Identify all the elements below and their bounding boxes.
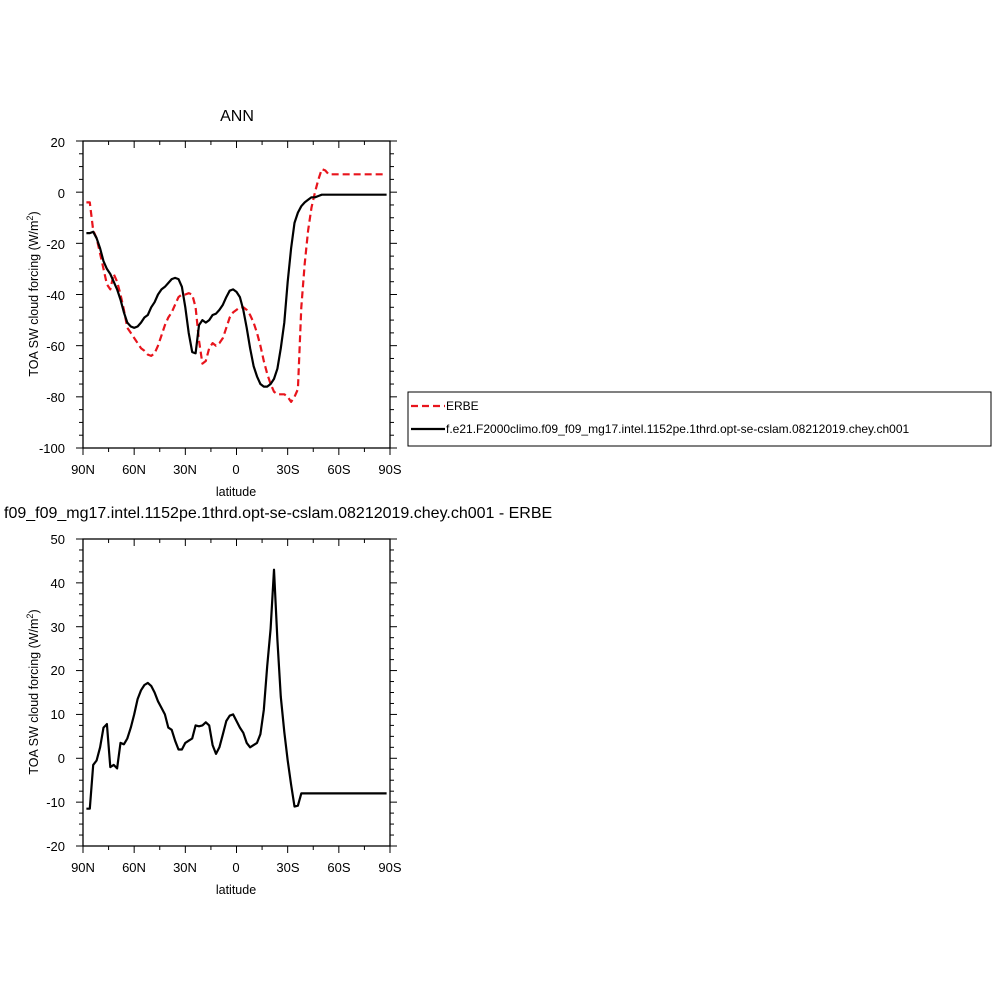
y-tick-label: -20 [46,237,65,252]
series-line-erbe [86,168,387,403]
x-tick-label: 90N [71,462,95,477]
x-tick-label: 30S [276,860,299,875]
series-line-model [86,193,387,388]
x-tick-label: 30N [173,462,197,477]
bottom-panel-y-tick-labels: -20 -10 0 10 20 30 40 50 [46,532,65,854]
x-tick-label: 0 [232,462,239,477]
bottom-panel-x-tick-labels: 90N 60N 30N 0 30S 60S 90S [71,860,402,875]
x-tick-label: 60S [327,462,350,477]
bottom-panel-title: f09_f09_mg17.intel.1152pe.1thrd.opt-se-c… [4,505,552,522]
x-tick-label: 60N [122,462,146,477]
y-tick-label: -40 [46,288,65,303]
y-tick-label: -20 [46,839,65,854]
x-tick-label: 30S [276,462,299,477]
bottom-panel-x-axis-label: latitude [216,883,256,897]
top-panel-y-tick-labels: -100 -80 -60 -40 -20 0 20 [39,135,65,456]
bottom-panel: f09_f09_mg17.intel.1152pe.1thrd.opt-se-c… [4,505,552,897]
x-tick-label: 90S [378,860,401,875]
x-tick-label: 30N [173,860,197,875]
y-tick-label: 10 [51,707,65,722]
x-tick-label: 90N [71,860,95,875]
y-tick-label: -80 [46,390,65,405]
y-tick-label: -100 [39,441,65,456]
top-panel-title: ANN [220,108,254,125]
top-panel-x-tick-labels: 90N 60N 30N 0 30S 60S 90S [71,462,402,477]
x-tick-label: 90S [378,462,401,477]
y-tick-label: 0 [58,751,65,766]
top-panel: ANN -100 -80 -60 -40 -20 0 20 90N 60N 30… [25,108,992,499]
y-tick-label: -60 [46,339,65,354]
y-tick-label: 20 [51,135,65,150]
x-tick-label: 0 [232,860,239,875]
legend: ERBE f.e21.F2000climo.f09_f09_mg17.intel… [407,391,992,447]
x-tick-label: 60N [122,860,146,875]
bottom-panel-ticks [76,538,397,853]
y-tick-label: -10 [46,795,65,810]
legend-label-model: f.e21.F2000climo.f09_f09_mg17.intel.1152… [446,422,910,436]
top-panel-y-axis-label: TOA SW cloud forcing (W/m2) [25,211,41,376]
legend-box [407,391,992,447]
y-tick-label: 50 [51,532,65,547]
series-line-difference [86,568,387,810]
y-tick-label: 20 [51,663,65,678]
y-tick-label: 40 [51,576,65,591]
bottom-panel-frame [82,538,391,847]
top-panel-frame [82,140,391,449]
top-panel-x-axis-label: latitude [216,485,256,499]
y-tick-label: 0 [58,186,65,201]
bottom-panel-y-axis-label: TOA SW cloud forcing (W/m2) [25,609,41,774]
x-tick-label: 60S [327,860,350,875]
legend-label-erbe: ERBE [446,399,479,413]
y-tick-label: 30 [51,620,65,635]
top-panel-ticks [76,140,397,455]
